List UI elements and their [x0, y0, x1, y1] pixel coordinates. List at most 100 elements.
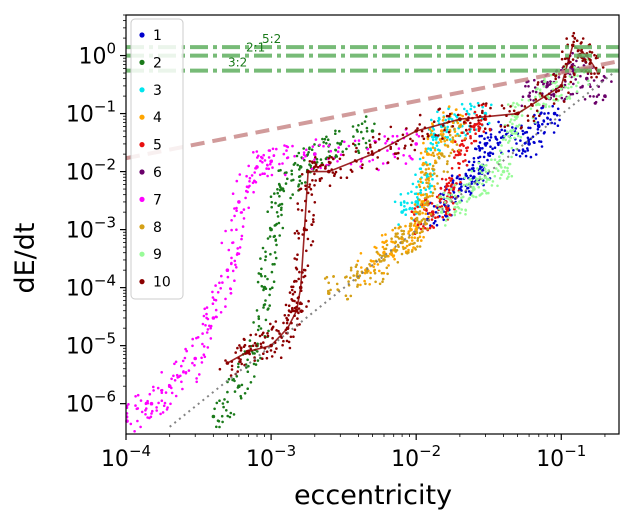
series-2-point [255, 350, 259, 353]
series-2-point [268, 287, 272, 291]
series-8-point [415, 216, 419, 220]
series-7-point [230, 262, 233, 266]
series-8-point [349, 266, 353, 270]
series-1-point [489, 133, 493, 136]
y-tick-label: 100 [78, 40, 116, 70]
legend-marker-10 [139, 279, 145, 285]
series-9-point [538, 88, 542, 91]
series-7-point [160, 399, 164, 403]
series-9-point [442, 191, 446, 195]
series-4-point [421, 205, 424, 209]
series-2-point [296, 163, 300, 167]
series-10-point [291, 292, 295, 296]
series-4-point [439, 133, 443, 136]
series-9-point [472, 187, 476, 191]
series-8-point [409, 222, 413, 225]
series-7-point [353, 139, 357, 143]
series-1-point [466, 186, 470, 190]
series-8-point [426, 227, 429, 231]
series-9-point [549, 73, 553, 77]
series-10-point [437, 108, 441, 111]
series-8-point [446, 144, 450, 147]
series-8-point [458, 124, 462, 129]
series-3-point [404, 208, 408, 211]
series-1-point [546, 117, 549, 120]
series-7-point [127, 403, 130, 406]
series-4-point [433, 148, 437, 152]
series-10-point [536, 81, 540, 84]
series-5-point [449, 184, 453, 188]
series-6-point [595, 95, 599, 98]
series-7-point [252, 190, 255, 194]
series-9-point [556, 84, 559, 88]
series-9-point [506, 103, 510, 106]
series-10-point [554, 75, 557, 78]
series-1-point [484, 131, 488, 135]
series-10-point [563, 78, 567, 82]
series-2-point [307, 151, 310, 154]
series-7-point [261, 172, 264, 175]
series-9-point [507, 162, 511, 166]
series-8-point [344, 276, 347, 279]
series-10-point [489, 106, 492, 110]
series-2-point [262, 303, 266, 307]
series-9-point [512, 128, 515, 132]
series-9-point [498, 158, 502, 162]
series-1-point [451, 179, 455, 182]
series-7-point [235, 179, 239, 183]
series-2-point [237, 362, 240, 366]
series-6-point [528, 91, 532, 95]
series-5-point [449, 179, 453, 182]
series-3-point [487, 121, 491, 125]
series-2-point [275, 243, 278, 247]
series-9-point [511, 122, 514, 126]
series-10-point [404, 144, 407, 148]
series-1-point [500, 128, 504, 132]
series-10-point [248, 345, 251, 348]
series-9-point [501, 152, 504, 156]
series-2-point [260, 267, 263, 271]
series-2-point [277, 221, 281, 225]
series-5-point [458, 173, 461, 177]
series-10-point [389, 125, 393, 129]
series-7-point [371, 158, 375, 162]
series-3-point [419, 188, 423, 192]
series-2-point [232, 377, 235, 381]
series-10-point [593, 53, 596, 57]
series-10-point [254, 333, 258, 336]
series-6-point [575, 59, 578, 63]
series-9-point [552, 98, 555, 102]
series-4-point [393, 257, 396, 261]
series-10-point [342, 153, 345, 157]
series-7-point [258, 173, 262, 177]
series-10-point [573, 37, 577, 40]
legend-marker-7 [139, 196, 145, 202]
series-10-point [483, 127, 487, 130]
series-7-point [201, 342, 204, 346]
series-7-point [136, 407, 140, 410]
series-10-point [288, 291, 292, 294]
series-8-point [418, 231, 422, 235]
series-7-point [259, 159, 262, 163]
series-2-point [239, 394, 242, 398]
series-2-point [260, 274, 263, 278]
series-2-point [284, 182, 288, 185]
series-10-point [238, 344, 241, 347]
series-8-point [416, 211, 420, 214]
series-1-point [469, 174, 473, 178]
series-8-point [335, 282, 339, 286]
series-7-point [149, 415, 153, 419]
y-tick-label: 10−1 [66, 98, 116, 128]
series-10-point [588, 50, 592, 54]
series-5-point [436, 215, 440, 219]
series-7-point [262, 153, 266, 157]
series-7-point [221, 281, 224, 284]
series-4-point [356, 259, 360, 263]
series-10-point [324, 167, 327, 170]
series-10-point [503, 125, 507, 129]
series-9-point [439, 195, 443, 199]
series-3-point [393, 200, 397, 204]
series-5-point [432, 226, 436, 229]
series-9-point [493, 174, 497, 178]
series-8-point [433, 172, 436, 175]
